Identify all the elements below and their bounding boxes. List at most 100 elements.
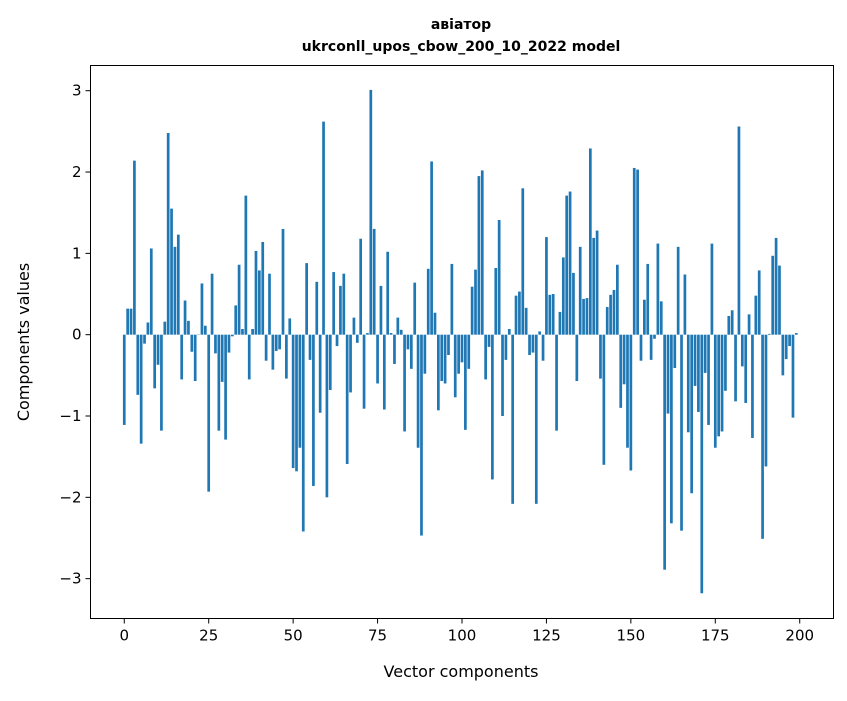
bar-148 <box>623 335 626 385</box>
bar-26 <box>211 274 214 335</box>
bar-142 <box>602 335 605 465</box>
bar-163 <box>673 335 676 368</box>
bar-19 <box>187 321 190 335</box>
bar-63 <box>336 335 339 346</box>
bar-158 <box>657 244 660 335</box>
bar-173 <box>707 335 710 425</box>
x-tick-label: 50 <box>284 627 303 645</box>
bar-170 <box>697 335 700 412</box>
bar-108 <box>488 335 491 347</box>
bar-157 <box>653 335 656 339</box>
bar-146 <box>616 265 619 335</box>
bar-84 <box>407 335 410 350</box>
bar-35 <box>241 329 244 335</box>
bar-184 <box>744 335 747 403</box>
bar-8 <box>150 248 153 334</box>
bar-141 <box>599 335 602 379</box>
bar-53 <box>302 335 305 532</box>
bar-195 <box>781 335 784 376</box>
bar-61 <box>329 335 332 390</box>
bar-113 <box>505 335 508 360</box>
bar-118 <box>521 188 524 334</box>
bar-32 <box>231 335 234 337</box>
bar-76 <box>380 286 383 335</box>
bar-73 <box>369 90 372 335</box>
bar-143 <box>606 307 609 335</box>
bar-122 <box>535 335 538 504</box>
bar-10 <box>157 335 160 365</box>
bar-5 <box>140 335 143 444</box>
bar-50 <box>292 335 295 468</box>
bar-196 <box>785 335 788 359</box>
bar-199 <box>795 333 798 335</box>
bar-178 <box>724 335 727 391</box>
bar-112 <box>501 335 504 416</box>
x-axis-label: Vector components <box>384 662 539 681</box>
bar-59 <box>322 122 325 335</box>
bar-137 <box>586 298 589 335</box>
x-tick-label: 25 <box>199 627 218 645</box>
bar-31 <box>228 335 231 353</box>
bar-126 <box>548 295 551 335</box>
bar-128 <box>555 335 558 431</box>
chart-title-line-1: авіатор <box>431 17 491 33</box>
bar-149 <box>626 335 629 448</box>
bar-155 <box>646 264 649 335</box>
bar-44 <box>272 335 275 370</box>
bar-177 <box>721 335 724 432</box>
bar-151 <box>633 168 636 335</box>
bar-30 <box>224 335 227 440</box>
bar-198 <box>792 335 795 418</box>
bar-14 <box>170 209 173 335</box>
bar-129 <box>559 312 562 335</box>
bar-175 <box>714 335 717 448</box>
bar-183 <box>741 335 744 367</box>
bar-88 <box>420 335 423 536</box>
bar-15 <box>174 247 177 335</box>
bar-123 <box>538 331 541 334</box>
x-tick-label: 0 <box>119 627 129 645</box>
bar-16 <box>177 235 180 335</box>
y-tick-label: 0 <box>72 326 82 344</box>
bar-185 <box>748 314 751 334</box>
bar-48 <box>285 335 288 379</box>
bar-111 <box>498 220 501 335</box>
bar-51 <box>295 335 298 472</box>
bar-135 <box>579 247 582 335</box>
bar-7 <box>147 322 150 334</box>
bar-192 <box>771 256 774 335</box>
bar-138 <box>589 148 592 334</box>
bar-34 <box>238 265 241 335</box>
bar-130 <box>562 257 565 334</box>
y-axis-label: Components values <box>14 263 33 421</box>
bar-154 <box>643 300 646 335</box>
bar-55 <box>309 335 312 360</box>
bar-21 <box>194 335 197 381</box>
bar-87 <box>417 335 420 448</box>
bar-27 <box>214 335 217 354</box>
bar-147 <box>619 335 622 408</box>
bar-25 <box>207 335 210 492</box>
bar-116 <box>515 296 518 335</box>
bar-13 <box>167 133 170 335</box>
y-tick-label: −2 <box>59 488 81 506</box>
bar-83 <box>403 335 406 432</box>
bar-139 <box>592 238 595 335</box>
bar-150 <box>630 335 633 471</box>
bar-57 <box>315 282 318 335</box>
bar-20 <box>190 335 193 352</box>
bar-12 <box>163 322 166 335</box>
bar-132 <box>569 192 572 335</box>
bar-125 <box>545 237 548 335</box>
bar-79 <box>390 333 393 335</box>
bar-64 <box>339 286 342 335</box>
bar-1 <box>126 309 129 335</box>
bar-11 <box>160 335 163 431</box>
bar-106 <box>481 170 484 334</box>
bar-193 <box>775 238 778 335</box>
bar-78 <box>386 252 389 335</box>
bar-91 <box>430 161 433 334</box>
bar-131 <box>565 196 568 335</box>
